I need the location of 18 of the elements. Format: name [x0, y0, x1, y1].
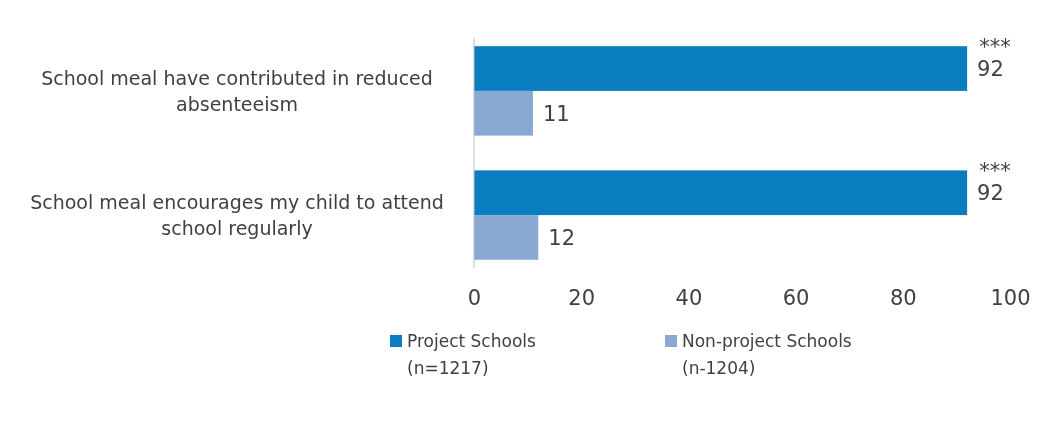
legend-label: Non-project Schools (n-1204)	[682, 330, 852, 378]
x-tick-label: 0	[467, 285, 482, 310]
data-label: 11	[542, 101, 570, 126]
x-tick-label: 60	[782, 285, 810, 310]
bar	[474, 46, 968, 91]
bar	[474, 170, 968, 216]
legend-label: Project Schools (n=1217)	[407, 330, 536, 378]
x-tick-label: 100	[990, 285, 1031, 310]
x-tick-label: 40	[675, 285, 703, 310]
data-label: 12	[548, 225, 576, 250]
bar	[474, 90, 533, 136]
data-label: 92	[977, 181, 1004, 206]
x-tick-label: 20	[568, 285, 596, 310]
bar	[474, 215, 539, 260]
x-tick-label: 80	[889, 285, 917, 310]
y-tick-label: School meal encourages my child to attend school regularly	[30, 190, 444, 239]
annotation: ***	[979, 159, 1011, 184]
y-tick-label: School meal have contributed in reduced absenteeism	[41, 66, 433, 115]
